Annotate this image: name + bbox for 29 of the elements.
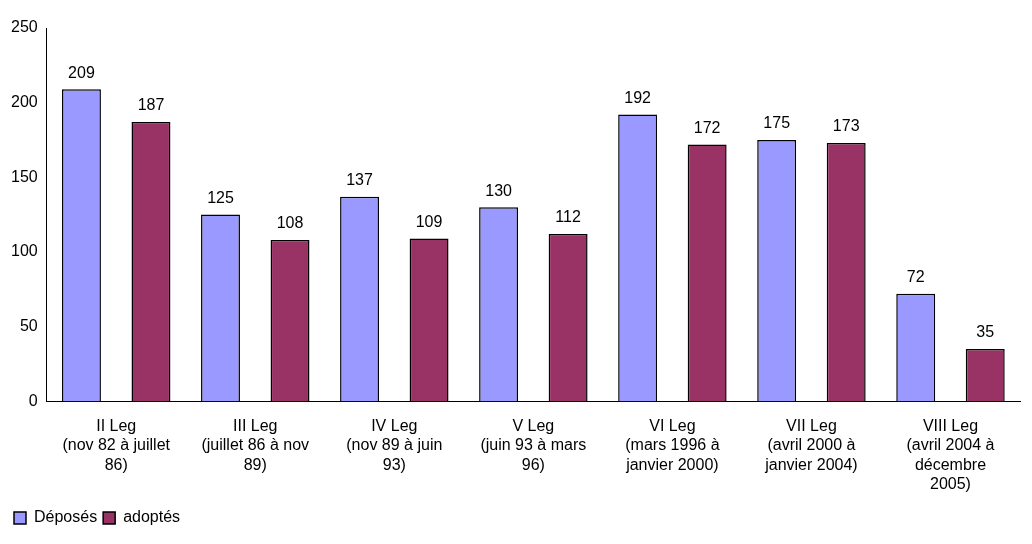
data-label: 137 [346, 171, 373, 189]
data-label: 192 [624, 88, 652, 106]
data-label: 108 [276, 214, 304, 232]
data-label: 175 [763, 114, 791, 132]
data-label: 172 [693, 118, 721, 136]
data-label: 109 [415, 212, 443, 230]
y-tick-label: 0 [28, 391, 38, 409]
y-tick-label: 50 [19, 316, 38, 334]
x-tick-label: III Leg (juillet 86 à nov 89) [201, 417, 310, 473]
data-label: 173 [832, 117, 860, 135]
data-label: 35 [976, 323, 995, 341]
x-tick-label: V Leg (juin 93 à mars 96) [480, 417, 587, 473]
data-label: 209 [68, 63, 95, 81]
y-tick-label: 200 [10, 93, 38, 111]
data-label: 72 [906, 268, 925, 286]
y-tick-label: 150 [10, 167, 38, 185]
x-tick-label: II Leg (nov 82 à juillet 86) [62, 417, 171, 473]
legend-label: adoptés [123, 508, 181, 526]
x-tick-label: VII Leg (avril 2000 à janvier 2004) [764, 417, 858, 473]
x-tick-label: IV Leg (nov 89 à juin 93) [346, 417, 443, 473]
data-label: 112 [555, 208, 581, 226]
x-tick-label: VIII Leg (avril 2004 à décembre 2005) [906, 417, 995, 492]
y-tick-label: 100 [10, 242, 38, 260]
data-label: 187 [137, 96, 165, 114]
y-tick-label: 250 [10, 18, 38, 36]
data-label: 130 [485, 181, 513, 199]
data-label: 125 [207, 189, 234, 207]
x-tick-label: VI Leg (mars 1996 à janvier 2000) [625, 417, 720, 473]
legend-label: Déposés [34, 508, 98, 526]
